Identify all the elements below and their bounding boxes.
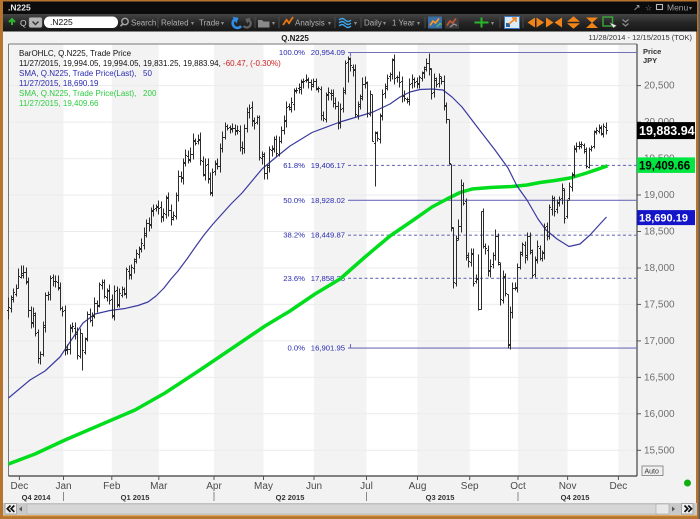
svg-text:SMA, Q.N225, Trade Price(Last): SMA, Q.N225, Trade Price(Last), 50 <box>19 69 152 78</box>
svg-text:▾: ▾ <box>417 21 420 27</box>
svg-text:.N225: .N225 <box>50 17 73 27</box>
svg-text:Dec: Dec <box>610 481 628 492</box>
svg-text:.N225: .N225 <box>8 3 31 13</box>
svg-text:Jun: Jun <box>306 481 322 492</box>
svg-text:15,500: 15,500 <box>644 445 675 456</box>
svg-text:May: May <box>254 481 273 492</box>
svg-text:▾: ▾ <box>191 21 194 27</box>
svg-text:SMA, Q.N225, Trade Price(Last): SMA, Q.N225, Trade Price(Last), 200 <box>19 89 157 98</box>
svg-text:11/27/2015, 19,409.66: 11/27/2015, 19,409.66 <box>19 99 99 108</box>
svg-text:Feb: Feb <box>103 481 121 492</box>
svg-text:11/27/2015, 19,994.05, 19,994.: 11/27/2015, 19,994.05, 19,994.05, 19,831… <box>19 59 281 68</box>
svg-text:Menu: Menu <box>667 3 689 13</box>
svg-text:Sep: Sep <box>461 481 479 492</box>
svg-text:Jul: Jul <box>360 481 373 492</box>
svg-text:Aug: Aug <box>409 481 427 492</box>
svg-text:20,954.09: 20,954.09 <box>311 48 345 57</box>
svg-text:▾: ▾ <box>383 21 386 27</box>
svg-text:Q: Q <box>20 18 27 28</box>
svg-text:BarOHLC, Q.N225, Trade Price: BarOHLC, Q.N225, Trade Price <box>19 49 132 58</box>
svg-text:Nov: Nov <box>559 481 577 492</box>
svg-text:▾: ▾ <box>221 21 224 27</box>
svg-text:100.0%: 100.0% <box>279 48 305 57</box>
svg-text:JPY: JPY <box>643 56 657 65</box>
svg-text:11/27/2015, 18,690.19: 11/27/2015, 18,690.19 <box>19 79 99 88</box>
svg-text:23.6%: 23.6% <box>283 274 305 283</box>
svg-text:Mar: Mar <box>150 481 168 492</box>
svg-text:Q1 2015: Q1 2015 <box>121 493 150 502</box>
svg-text:Oct: Oct <box>510 481 526 492</box>
svg-text:↗: ↗ <box>633 3 641 13</box>
svg-text:16,000: 16,000 <box>644 409 675 420</box>
svg-text:Q4 2014: Q4 2014 <box>22 493 52 502</box>
svg-text:▾: ▾ <box>491 21 494 27</box>
svg-text:Q4 2015: Q4 2015 <box>561 493 590 502</box>
svg-text:Q.N225: Q.N225 <box>281 34 309 43</box>
svg-text:1 Year: 1 Year <box>392 19 415 28</box>
svg-text:61.8%: 61.8% <box>283 161 305 170</box>
svg-text:Auto: Auto <box>645 469 660 476</box>
svg-text:19,406.17: 19,406.17 <box>311 161 345 170</box>
svg-text:19,000: 19,000 <box>644 190 675 201</box>
svg-text:▾: ▾ <box>272 21 275 27</box>
svg-text:11/28/2014 - 12/15/2015 (TOK): 11/28/2014 - 12/15/2015 (TOK) <box>588 33 692 42</box>
svg-text:19,409.66: 19,409.66 <box>639 160 690 172</box>
svg-text:20,500: 20,500 <box>644 81 675 92</box>
svg-text:☆: ☆ <box>645 4 652 13</box>
svg-text:▾: ▾ <box>354 21 357 27</box>
svg-text:50.0%: 50.0% <box>283 196 305 205</box>
svg-text:Apr: Apr <box>206 481 222 492</box>
svg-text:Search: Search <box>131 19 156 28</box>
svg-text:17,858.26: 17,858.26 <box>311 274 345 283</box>
svg-text:Price: Price <box>643 47 661 56</box>
svg-text:Jan: Jan <box>55 481 71 492</box>
svg-text:Q2 2015: Q2 2015 <box>276 493 305 502</box>
svg-text:38.2%: 38.2% <box>283 231 305 240</box>
svg-text:17,000: 17,000 <box>644 336 675 347</box>
svg-text:18,500: 18,500 <box>644 227 675 238</box>
svg-text:18,449.87: 18,449.87 <box>311 231 345 240</box>
svg-text:17,500: 17,500 <box>644 299 675 310</box>
svg-text:19,883.94: 19,883.94 <box>639 124 695 138</box>
svg-text:Analysis: Analysis <box>295 19 325 28</box>
svg-text:18,000: 18,000 <box>644 263 675 274</box>
svg-text:Trade: Trade <box>199 19 220 28</box>
svg-text:16,500: 16,500 <box>644 372 675 383</box>
svg-text:▾: ▾ <box>689 6 692 12</box>
svg-text:18,690.19: 18,690.19 <box>639 213 688 225</box>
svg-text:0.0%: 0.0% <box>287 344 305 353</box>
svg-text:Daily: Daily <box>364 19 382 28</box>
svg-text:Related: Related <box>161 19 189 28</box>
svg-text:16,901.95: 16,901.95 <box>311 344 345 353</box>
svg-text:Q3 2015: Q3 2015 <box>426 493 455 502</box>
svg-text:Dec: Dec <box>11 481 29 492</box>
svg-text:▾: ▾ <box>328 21 331 27</box>
svg-text:18,928.02: 18,928.02 <box>311 196 345 205</box>
